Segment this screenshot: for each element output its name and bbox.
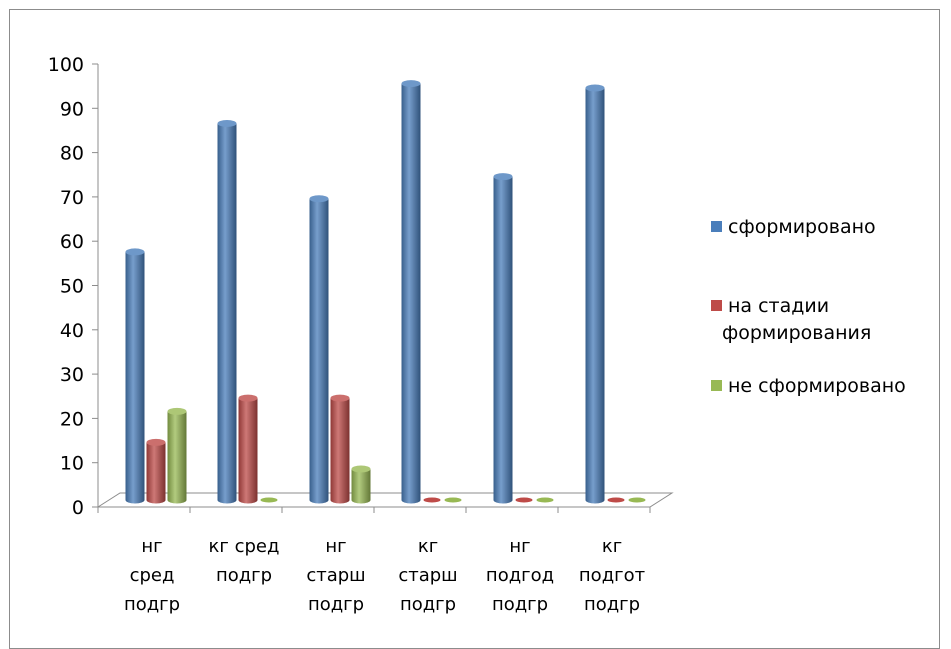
x-tick-label: подгод xyxy=(486,565,554,586)
y-tick-label: 20 xyxy=(60,408,84,430)
x-tick-label: кг xyxy=(418,536,438,557)
legend-item-1: сформировано xyxy=(711,216,876,238)
chart-labels: 0 10 20 30 40 50 60 70 80 90 100 нг сред подгр кг сред… xyxy=(48,54,645,615)
legend-item-2: на стадии формирования xyxy=(711,295,871,344)
bar-3-1 xyxy=(167,407,187,504)
x-tick-label: старш xyxy=(306,565,365,586)
legend-label: сформировано xyxy=(728,216,876,238)
y-tick-label: 30 xyxy=(60,364,84,386)
y-tick-label: 50 xyxy=(60,276,84,298)
x-tick-label: подгр xyxy=(492,594,548,615)
bar-1-5 xyxy=(493,173,513,504)
bar-3-5 xyxy=(536,497,554,503)
x-tick-label: подгр xyxy=(124,594,180,615)
x-tick-label: старш xyxy=(398,565,457,586)
y-tick-label: 70 xyxy=(60,187,84,209)
y-tick-label: 40 xyxy=(60,320,84,342)
legend-label: не сформировано xyxy=(728,375,906,397)
x-tick-label: нг xyxy=(509,536,530,557)
x-tick-label: кг xyxy=(602,536,622,557)
bar-2-5 xyxy=(515,497,533,503)
bar-2-3 xyxy=(330,394,350,504)
bar-1-3 xyxy=(309,195,329,504)
bar-2-4 xyxy=(423,497,441,503)
chart-bars xyxy=(125,80,646,504)
legend-swatch xyxy=(711,380,722,391)
y-tick-label: 100 xyxy=(48,54,84,76)
x-tick-label: нг xyxy=(141,536,162,557)
bar-2-6 xyxy=(607,497,625,503)
y-tick-label: 60 xyxy=(60,231,84,253)
legend-label: на стадии xyxy=(728,295,829,317)
bar-2-1 xyxy=(146,438,166,504)
y-tick-label: 90 xyxy=(60,98,84,120)
bar-1-6 xyxy=(585,84,605,504)
y-tick-label: 0 xyxy=(72,497,84,519)
x-tick-label: кг сред xyxy=(209,536,280,557)
y-tick-label: 80 xyxy=(60,143,84,165)
legend-item-3: не сформировано xyxy=(711,375,906,397)
legend-swatch xyxy=(711,300,722,311)
bar-3-6 xyxy=(628,497,646,503)
chart-frame xyxy=(9,9,940,649)
x-tick-label: подгр xyxy=(216,565,272,586)
chart-legend: сформировано на стадии формирования не сфор… xyxy=(711,216,906,397)
x-tick-label: подгр xyxy=(400,594,456,615)
bar-2-2 xyxy=(238,394,258,504)
x-tick-label: подгр xyxy=(308,594,364,615)
legend-label: формирования xyxy=(722,322,871,344)
x-tick-label: нг xyxy=(325,536,346,557)
legend-swatch xyxy=(711,221,722,232)
bar-3-3 xyxy=(351,465,371,504)
bar-1-1 xyxy=(125,248,145,504)
bar-3-2 xyxy=(260,497,278,503)
bar-1-4 xyxy=(401,80,421,504)
bar-3-4 xyxy=(444,497,462,503)
x-tick-label: подгр xyxy=(584,594,640,615)
y-tick-label: 10 xyxy=(60,453,84,475)
x-tick-label: сред xyxy=(130,565,175,586)
bar-1-2 xyxy=(217,119,237,504)
x-tick-label: подгот xyxy=(579,565,645,586)
